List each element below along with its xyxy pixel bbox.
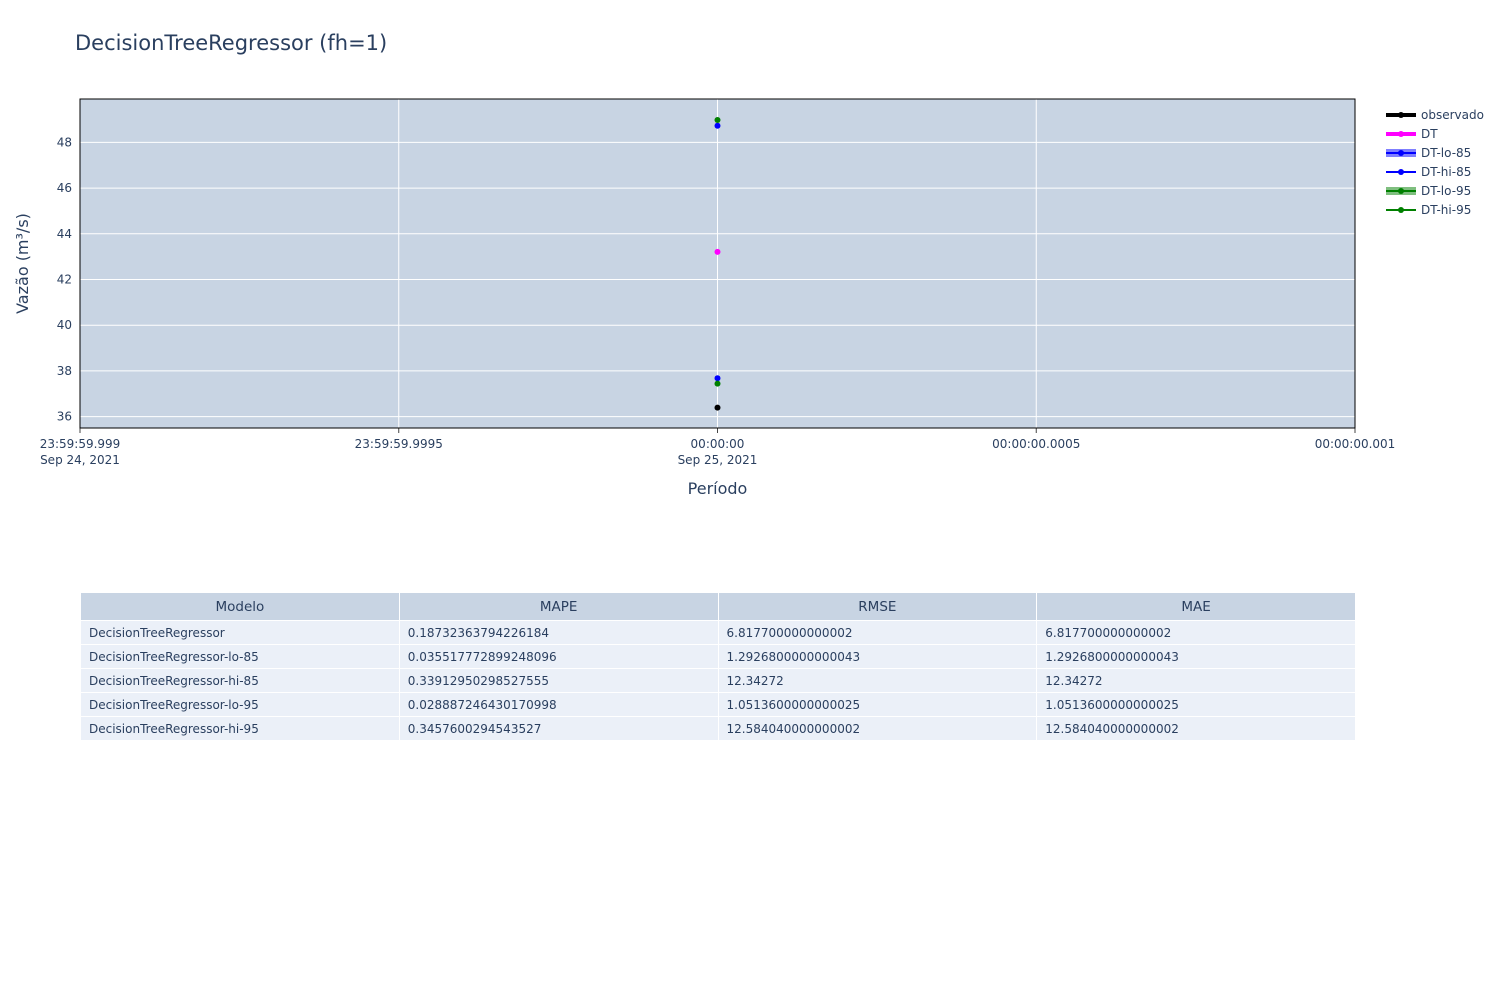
legend-marker <box>1398 188 1404 194</box>
y-tick-label: 42 <box>57 272 72 286</box>
table-cell: 6.817700000000002 <box>1036 620 1356 645</box>
legend-marker <box>1398 131 1404 137</box>
data-point-dt-hi-85 <box>714 122 721 129</box>
axis-ticks: 23:59:59.999 Sep 24, 2021 23:59:59.9995 00:… <box>40 135 1396 467</box>
y-tick-label: 40 <box>57 318 72 332</box>
plot-frame <box>79 98 1356 429</box>
table-cell: 1.2926800000000043 <box>1036 644 1356 669</box>
metrics-table: Modelo MAPE RMSE MAE DecisionTreeRegress… <box>80 592 1356 741</box>
data-point-dt-lo-85 <box>714 375 721 382</box>
y-tick-label: 38 <box>57 364 72 378</box>
table-cell: DecisionTreeRegressor <box>80 620 400 645</box>
legend-marker <box>1398 169 1404 175</box>
x-tick-label: 23:59:59.9995 <box>355 437 443 451</box>
x-tick-label: 00:00:00 <box>691 437 745 451</box>
legend-label: DT-lo-85 <box>1421 146 1471 160</box>
table-cell: 12.34272 <box>1036 668 1356 693</box>
table-cell: 0.33912950298527555 <box>398 668 719 693</box>
data-point-dt <box>714 248 721 255</box>
x-tick-label: 00:00:00.001 <box>1315 437 1396 451</box>
table-cell: 12.34272 <box>717 668 1038 693</box>
legend-item-dt-lo-85[interactable]: DT-lo-85 <box>1386 146 1471 160</box>
legend-item-observado[interactable]: observado <box>1386 108 1484 122</box>
x-tick-date-label: Sep 24, 2021 <box>40 453 120 467</box>
table-row: DecisionTreeRegressor 0.1873236379422618… <box>80 620 1356 645</box>
data-point-observado <box>714 404 721 411</box>
column-header-modelo: Modelo <box>80 592 400 621</box>
legend-item-dt-hi-85[interactable]: DT-hi-85 <box>1386 165 1471 179</box>
table-cell: 12.584040000000002 <box>717 716 1038 741</box>
x-tick-date-label: Sep 25, 2021 <box>678 453 758 467</box>
table-cell: 1.2926800000000043 <box>717 644 1038 669</box>
y-tick-label: 44 <box>57 227 72 241</box>
data-point-dt-lo-95 <box>714 380 721 387</box>
legend-marker <box>1398 207 1404 213</box>
data-point-dt-hi-95 <box>714 117 721 124</box>
table-cell: DecisionTreeRegressor-hi-85 <box>80 668 400 693</box>
legend-item-dt-hi-95[interactable]: DT-hi-95 <box>1386 203 1471 217</box>
legend-label: DT-hi-95 <box>1421 203 1471 217</box>
table-cell: DecisionTreeRegressor-lo-95 <box>80 692 400 717</box>
column-header-mape: MAPE <box>398 592 719 621</box>
table-cell: 0.028887246430170998 <box>398 692 719 717</box>
x-tick-label: 00:00:00.0005 <box>992 437 1080 451</box>
legend-label: DT-hi-85 <box>1421 165 1471 179</box>
legend-marker <box>1398 112 1404 118</box>
table-cell: 0.18732363794226184 <box>398 620 719 645</box>
data-points <box>714 117 721 411</box>
table-cell: 1.0513600000000025 <box>717 692 1038 717</box>
column-header-mae: MAE <box>1036 592 1356 621</box>
chart-title: DecisionTreeRegressor (fh=1) <box>75 31 387 55</box>
table-row: DecisionTreeRegressor-lo-85 0.0355177728… <box>80 644 1356 669</box>
y-tick-label: 46 <box>57 181 72 195</box>
y-tick-label: 36 <box>57 410 72 424</box>
table-cell: DecisionTreeRegressor-hi-95 <box>80 716 400 741</box>
table-header-row: Modelo MAPE RMSE MAE <box>80 592 1356 621</box>
legend-item-dt-lo-95[interactable]: DT-lo-95 <box>1386 184 1471 198</box>
table-cell: 1.0513600000000025 <box>1036 692 1356 717</box>
table-row: DecisionTreeRegressor-hi-95 0.3457600294… <box>80 716 1356 741</box>
column-header-rmse: RMSE <box>717 592 1038 621</box>
x-tick-label: 23:59:59.999 <box>40 437 121 451</box>
legend-label: DT-lo-95 <box>1421 184 1471 198</box>
x-axis-title: Período <box>688 479 748 498</box>
table-cell: DecisionTreeRegressor-lo-85 <box>80 644 400 669</box>
table-row: DecisionTreeRegressor-hi-85 0.3391295029… <box>80 668 1356 693</box>
table-cell: 0.3457600294543527 <box>398 716 719 741</box>
table-cell: 0.035517772899248096 <box>398 644 719 669</box>
legend-label: observado <box>1421 108 1484 122</box>
grid-lines <box>80 99 1355 428</box>
y-axis-title: Vazão (m³/s) <box>13 213 32 314</box>
table-cell: 12.584040000000002 <box>1036 716 1356 741</box>
y-tick-label: 48 <box>57 135 72 149</box>
legend-label: DT <box>1421 127 1438 141</box>
legend-item-dt[interactable]: DT <box>1386 127 1438 141</box>
chart: DecisionTreeRegressor (fh=1) 23:59:59.99… <box>13 31 1484 498</box>
legend[interactable]: observado DT DT-lo-85 DT-hi-85 DT-lo-95 DT-hi… <box>1386 108 1484 217</box>
legend-marker <box>1398 150 1404 156</box>
table-cell: 6.817700000000002 <box>717 620 1038 645</box>
table-row: DecisionTreeRegressor-lo-95 0.0288872464… <box>80 692 1356 717</box>
